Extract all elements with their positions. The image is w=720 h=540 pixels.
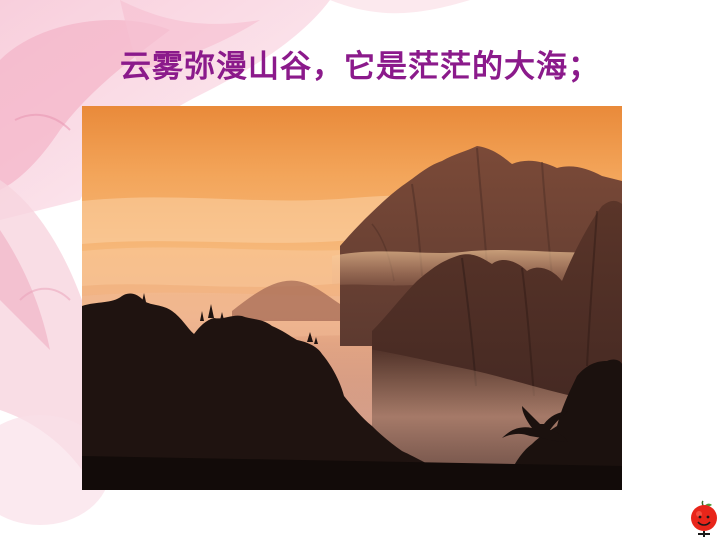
apple-face-icon[interactable] [688, 500, 720, 540]
sea-of-clouds-photo [82, 106, 622, 490]
slide-title: 云雾弥漫山谷，它是茫茫的大海； [120, 49, 600, 85]
